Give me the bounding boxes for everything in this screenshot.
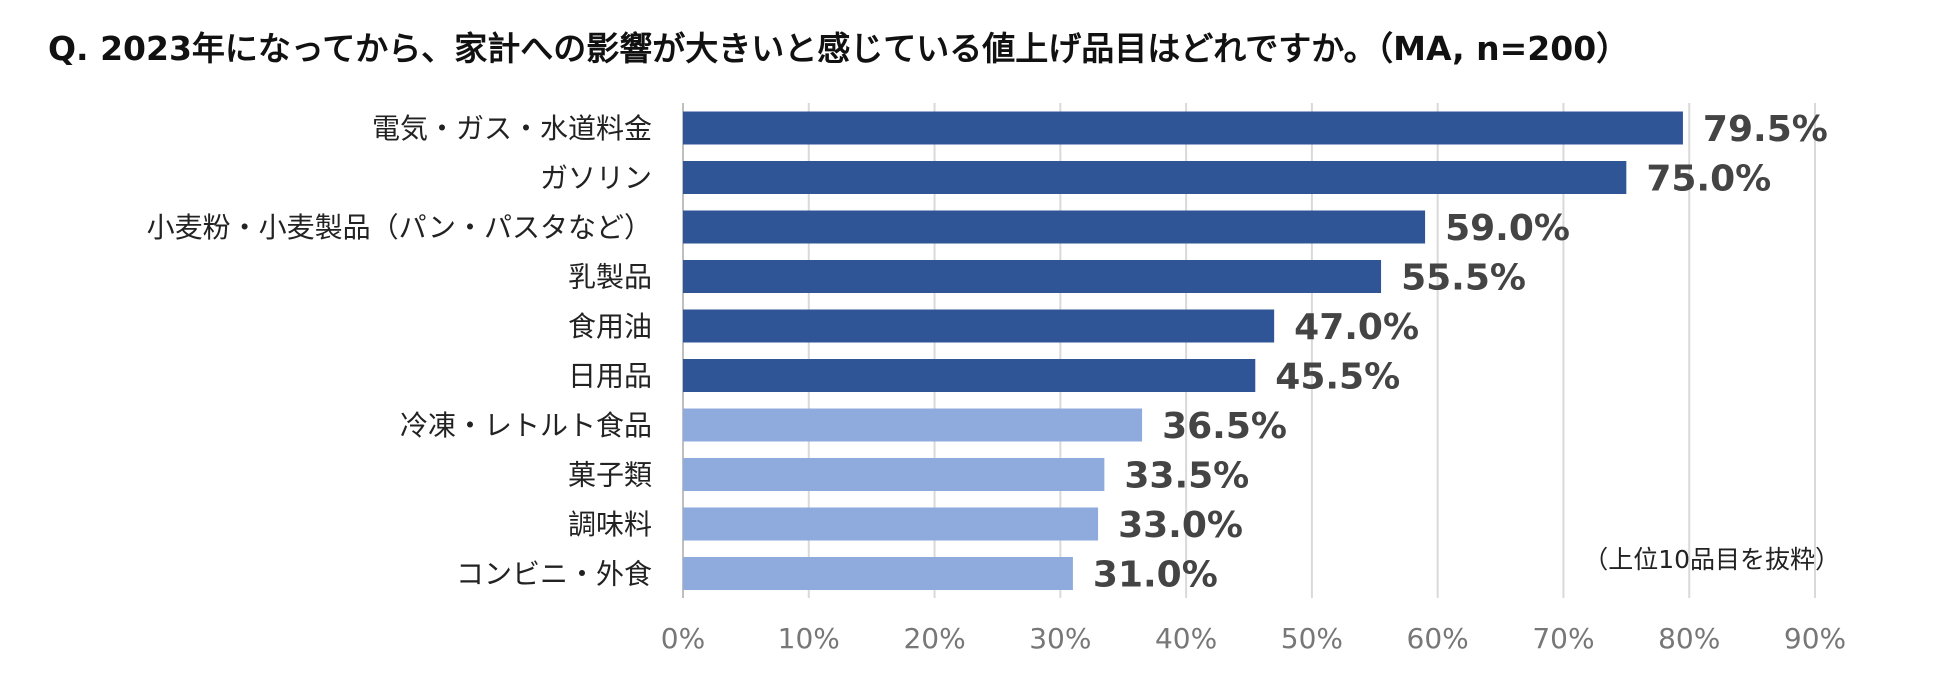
bar	[683, 111, 1683, 145]
category-label: 冷凍・レトルト食品	[400, 409, 652, 442]
category-label: 電気・ガス・水道料金	[372, 112, 652, 145]
x-tick-label: 80%	[1658, 622, 1720, 655]
value-label: 59.0%	[1445, 208, 1570, 249]
bar	[683, 309, 1275, 343]
bar	[683, 408, 1143, 442]
bar	[683, 161, 1627, 194]
x-tick-label: 40%	[1155, 622, 1217, 655]
chart-title: Q. 2023年になってから、家計への影響が大きいと感じている値上げ品目はどれで…	[48, 29, 1630, 68]
x-tick-label: 30%	[1029, 622, 1091, 655]
bar	[683, 458, 1105, 491]
category-label: コンビニ・外食	[456, 558, 652, 591]
x-tick-label: 20%	[903, 622, 965, 655]
x-tick-label: 10%	[778, 622, 840, 655]
x-tick-label: 50%	[1281, 622, 1343, 655]
value-label: 33.5%	[1124, 456, 1249, 497]
bar	[683, 359, 1256, 392]
value-label: 33.0%	[1118, 505, 1243, 546]
tick-layer: 0% 10% 20% 30% 40% 50% 60% 70% 80% 90%	[661, 622, 1846, 655]
category-label: 乳製品	[568, 261, 652, 294]
x-tick-label: 90%	[1784, 622, 1846, 655]
value-label: 79.5%	[1703, 109, 1828, 150]
category-label: 食用油	[568, 310, 652, 343]
value-label: 45.5%	[1275, 357, 1400, 398]
bar	[683, 557, 1073, 590]
label-layer: 電気・ガス・水道料金 79.5% ガソリン 75.0% 小麦粉・小麦製品（パン・パスタな…	[147, 109, 1828, 596]
value-label: 36.5%	[1162, 406, 1287, 447]
value-label: 55.5%	[1401, 258, 1526, 299]
chart-note: （上位10品目を抜粋）	[1583, 545, 1840, 574]
value-label: 47.0%	[1294, 307, 1419, 348]
value-label: 31.0%	[1093, 555, 1218, 596]
category-label: 菓子類	[568, 459, 652, 492]
x-tick-label: 0%	[661, 622, 705, 655]
value-label: 75.0%	[1646, 159, 1771, 200]
x-tick-label: 60%	[1407, 622, 1469, 655]
category-label: 調味料	[568, 508, 652, 541]
category-label: 小麦粉・小麦製品（パン・パスタなど）	[147, 211, 652, 244]
category-label: ガソリン	[540, 162, 652, 195]
category-label: 日用品	[568, 360, 652, 393]
bar-layer	[683, 111, 1683, 590]
bar	[683, 507, 1099, 541]
bar	[683, 210, 1426, 244]
bar	[683, 260, 1382, 293]
x-tick-label: 70%	[1532, 622, 1594, 655]
